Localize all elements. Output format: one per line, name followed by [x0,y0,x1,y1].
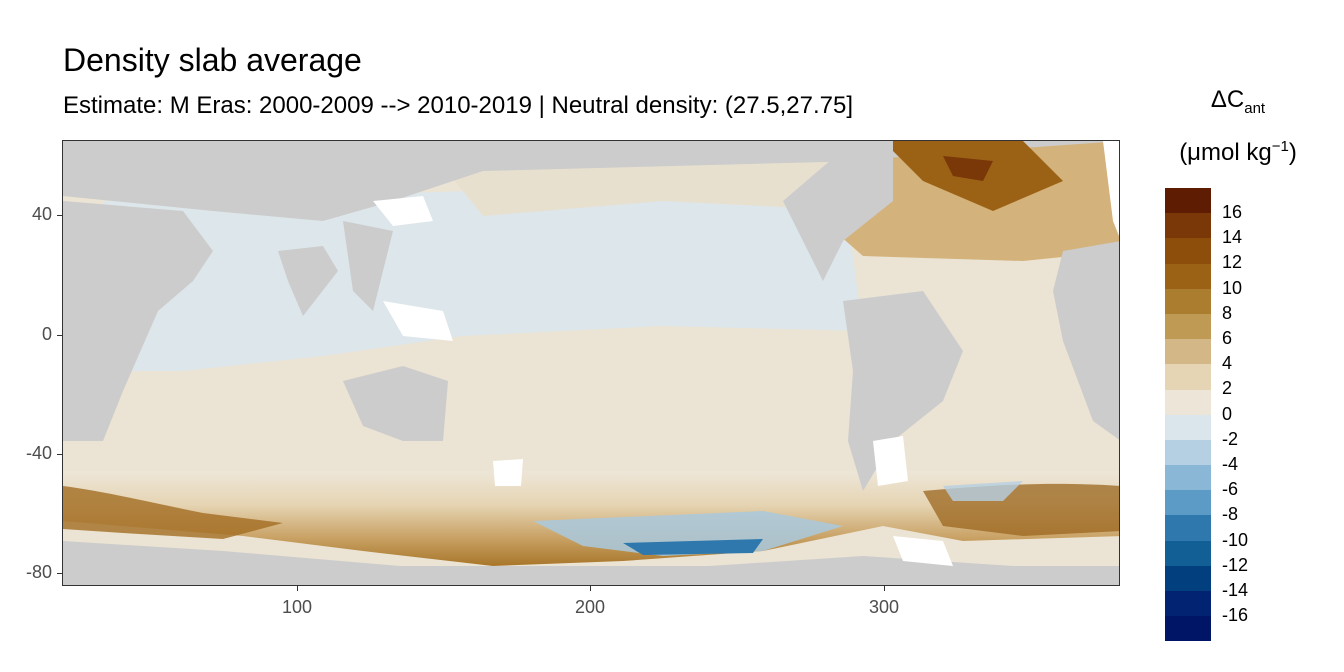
legend-title-main: ΔC [1210,86,1245,113]
legend-label: -16 [1222,605,1249,626]
legend-label: -4 [1222,454,1239,474]
white-kerguelen [493,459,523,486]
legend-label: 6 [1222,328,1233,348]
se-asia [343,221,393,311]
x-tick-label: 300 [868,597,900,617]
legend-label: -10 [1222,529,1249,550]
y-tick-label: 0 [41,324,52,344]
antarctica [63,541,1119,585]
asia-north [63,141,863,221]
legend-swatch [1165,389,1211,415]
land-masses [63,141,1119,585]
india [278,246,338,316]
australia [343,366,448,441]
white-indonesia [383,301,453,341]
y-tick-label: -80 [25,562,52,582]
legend-label: 16 [1222,202,1243,222]
x-tickmark [590,586,591,591]
legend-swatch [1165,364,1211,390]
y-tickmark [57,573,62,574]
legend-label: -6 [1222,479,1239,500]
legend-label: 14 [1222,227,1243,248]
no-data-patches [373,141,1119,566]
legend-unit-sup: −1 [1271,138,1289,155]
legend-swatch [1165,490,1211,516]
legend-unit-suffix: ) [1288,139,1297,166]
x-tick-label: 100 [281,597,313,617]
legend-colorbar [1165,188,1211,642]
ross-sea-deep [623,539,763,555]
y-tick-label: -40 [25,443,52,463]
chart-subtitle: Estimate: M Eras: 2000-2009 --> 2010-201… [63,92,854,119]
legend-label: -2 [1222,428,1239,449]
legend-title-sub: ant [1244,99,1266,117]
legend-swatch [1165,515,1211,541]
weddell-blue [943,481,1023,501]
white-patagonia [893,536,953,566]
legend-label: 10 [1222,277,1243,298]
europe-africa-east [1053,241,1119,440]
legend-label: 12 [1222,252,1243,273]
x-tickmark [297,586,298,591]
legend-swatch [1165,616,1211,642]
labrador-core [943,156,993,181]
legend-label: -14 [1222,580,1249,600]
legend-swatch [1165,591,1211,617]
legend-title: ΔCant [1148,86,1328,117]
southern-ocean-dark-west [63,486,283,539]
north-pacific-tan [443,161,863,216]
chart-title: Density slab average [63,42,362,78]
y-tickmark [57,215,62,216]
legend-unit: (μmol kg−1) [1148,138,1328,167]
legend-label: -8 [1222,504,1239,525]
legend-swatch [1165,238,1211,264]
legend-unit-prefix: (μmol kg [1179,139,1272,166]
legend-label: 4 [1222,353,1233,374]
ross-sea-blue [533,511,843,556]
legend-swatch [1165,263,1211,289]
y-tick-label: 40 [31,204,52,224]
equatorial-blue-band [103,181,863,371]
legend-swatch [1165,313,1211,340]
white-sw-atlantic [873,436,908,486]
legend-label: 0 [1222,403,1233,424]
white-nw-pacific [373,196,433,226]
legend-swatch [1165,414,1211,440]
map-canvas [63,141,1119,585]
x-tick-label: 200 [574,597,606,617]
legend-swatch [1165,288,1211,314]
legend-label: 2 [1222,378,1233,399]
legend-swatch [1165,339,1211,365]
y-tickmark [57,454,62,455]
legend-swatch [1165,439,1211,466]
north-america [783,141,893,281]
y-tickmark [57,335,62,336]
africa [63,201,213,441]
legend-label: 8 [1222,302,1233,323]
map-panel [62,140,1120,586]
legend-swatch [1165,540,1211,566]
white-arctic [1103,141,1119,236]
legend-swatch [1165,565,1211,591]
x-tickmark [884,586,885,591]
legend-swatch [1165,188,1211,214]
legend-swatch [1165,213,1211,239]
legend-swatch [1165,465,1211,491]
legend-label: -12 [1222,554,1249,575]
